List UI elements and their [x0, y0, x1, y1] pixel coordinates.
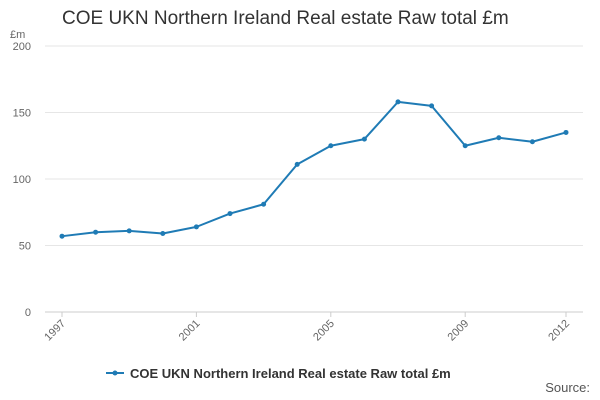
y-tick-label: 100 [13, 174, 31, 186]
series-group [59, 99, 569, 239]
data-point-2011[interactable] [529, 139, 535, 145]
y-tick-label: 150 [13, 108, 31, 120]
x-tick-label: 2001 [177, 318, 203, 344]
y-axis-unit-label: £m [10, 29, 25, 41]
data-point-2012[interactable] [563, 129, 569, 135]
legend-label: COE UKN Northern Ireland Real estate Raw… [130, 366, 451, 381]
x-tick-label: 2005 [311, 318, 337, 344]
data-point-2006[interactable] [361, 136, 367, 142]
x-tick-label: 2012 [546, 318, 572, 344]
data-point-2002[interactable] [227, 211, 233, 217]
data-point-2000[interactable] [160, 231, 166, 237]
source-label: Source: [545, 380, 590, 395]
y-tick-label: 200 [13, 41, 31, 53]
y-axis-ticks: 0 50 100 150 200 [13, 41, 31, 319]
x-tick-label: 2009 [446, 318, 472, 344]
data-point-1998[interactable] [93, 229, 99, 235]
x-tick-label: 1997 [42, 318, 68, 344]
gridlines [45, 45, 583, 313]
legend: COE UKN Northern Ireland Real estate Raw… [106, 366, 451, 381]
data-point-2010[interactable] [496, 135, 502, 141]
data-point-2004[interactable] [294, 161, 300, 167]
data-point-2009[interactable] [462, 143, 468, 149]
legend-point-marker [112, 370, 118, 376]
y-tick-label: 0 [25, 307, 31, 319]
series-line [61, 100, 567, 238]
data-point-1999[interactable] [126, 228, 132, 234]
chart-title: COE UKN Northern Ireland Real estate Raw… [62, 8, 509, 29]
y-tick-label: 50 [19, 241, 31, 253]
data-point-2008[interactable] [429, 103, 435, 109]
data-point-2005[interactable] [328, 143, 334, 149]
data-point-2003[interactable] [261, 201, 267, 207]
data-point-2007[interactable] [395, 99, 401, 105]
data-point-2001[interactable] [193, 224, 199, 230]
data-point-1997[interactable] [59, 233, 65, 239]
x-axis-ticks: 1997 2001 2005 2009 2012 [42, 312, 572, 343]
